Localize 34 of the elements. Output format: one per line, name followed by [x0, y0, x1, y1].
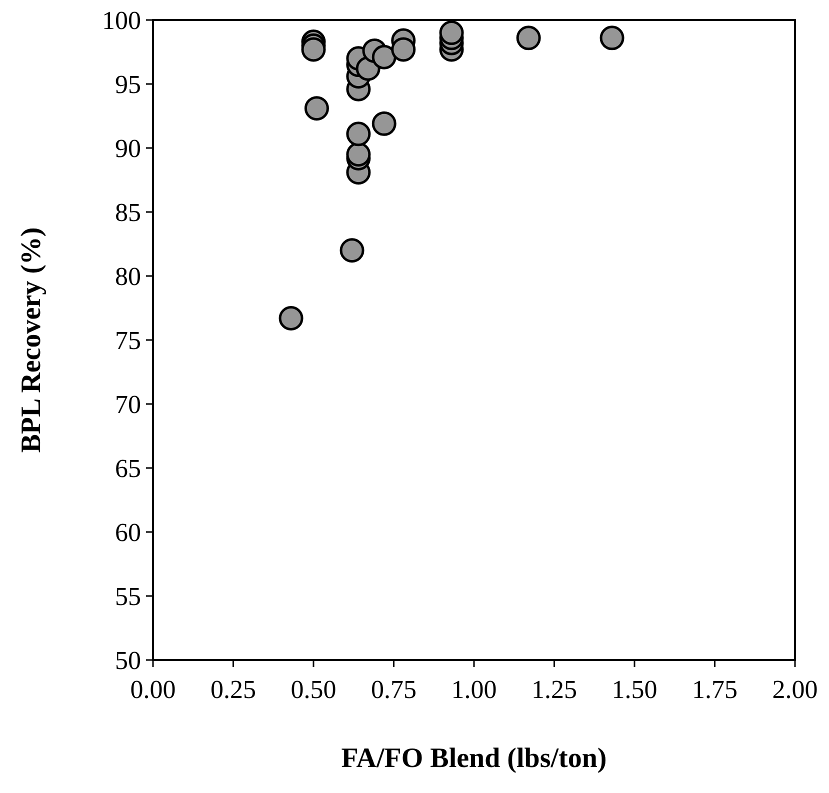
point	[346, 142, 371, 167]
y-axis-title: BPL Recovery (%)	[16, 227, 47, 453]
y-tick-label: 80	[115, 262, 141, 292]
point	[346, 122, 371, 146]
point	[516, 26, 541, 50]
x-tick-label: 0.00	[130, 675, 176, 704]
point	[278, 306, 304, 330]
x-tick-label: 0.75	[371, 675, 416, 704]
y-tick-label: 75	[115, 326, 141, 356]
point	[301, 37, 326, 62]
x-tick-label: 1.25	[532, 675, 577, 704]
point	[372, 111, 396, 136]
y-tick-label: 95	[115, 70, 141, 100]
x-tick-label: 0.50	[290, 675, 336, 704]
x-tick-label: 1.50	[612, 675, 658, 704]
x-tick-label: 1.00	[451, 675, 497, 704]
point	[372, 44, 396, 70]
point	[600, 26, 624, 50]
y-tick-label: 70	[115, 390, 141, 420]
x-tick-label: 0.25	[210, 675, 256, 704]
y-tick-label: 100	[102, 6, 141, 36]
point	[391, 37, 416, 62]
x-tick-label: 2.00	[772, 675, 818, 704]
x-axis-title: FA/FO Blend (lbs/ton)	[341, 743, 607, 774]
point	[304, 96, 329, 121]
y-tick-label: 60	[115, 518, 141, 548]
point	[340, 238, 364, 263]
x-tick-label: 1.75	[692, 675, 738, 704]
point	[439, 20, 464, 46]
y-tick-label: 65	[115, 454, 141, 484]
y-tick-label: 50	[115, 646, 141, 676]
y-tick-label: 90	[115, 134, 141, 164]
y-tick-label: 55	[115, 582, 141, 612]
y-tick-label: 85	[115, 198, 141, 228]
